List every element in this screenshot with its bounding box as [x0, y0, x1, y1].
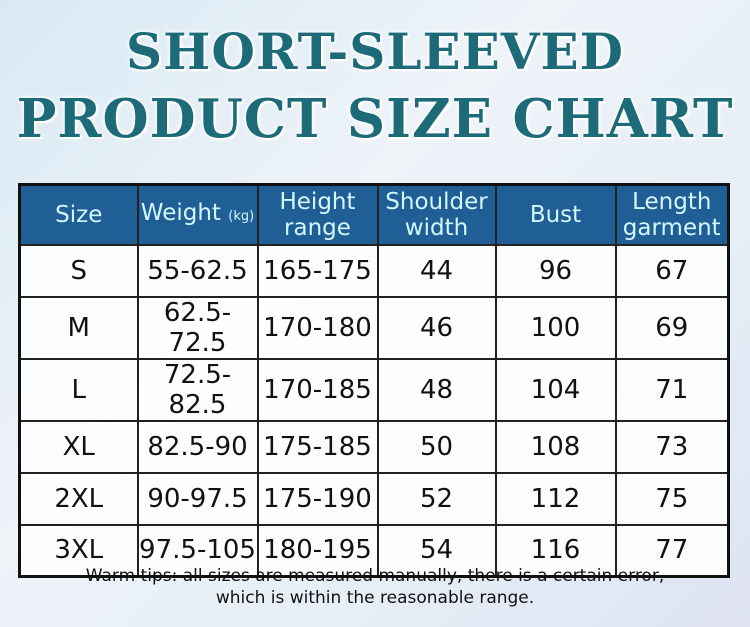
cell-bust: 96	[494, 243, 617, 298]
table-row: 2XL 90-97.5 175-190 52 112 75	[18, 471, 730, 526]
cell-height: 175-185	[256, 419, 379, 474]
cell-height: 165-175	[256, 243, 379, 298]
cell-size: XL	[18, 419, 139, 474]
header-shoulder: Shoulder width	[376, 183, 497, 246]
size-table: Size Weight (kg) Height range Shoulder w…	[18, 183, 730, 578]
header-weight-unit: (kg)	[228, 208, 255, 224]
header-bust: Bust	[494, 183, 617, 246]
table-row: 3XL 97.5-105 180-195 54 116 77	[18, 523, 730, 578]
cell-size: 3XL	[18, 523, 139, 578]
header-weight: Weight (kg)	[136, 183, 259, 246]
cell-size: L	[18, 357, 139, 422]
cell-bust: 100	[494, 295, 617, 360]
tips-line-1: Warm tips: all sizes are measured manual…	[85, 566, 665, 586]
cell-shoulder: 52	[376, 471, 497, 526]
cell-shoulder: 46	[376, 295, 497, 360]
cell-length: 69	[614, 295, 730, 360]
cell-bust: 104	[494, 357, 617, 422]
cell-weight: 55-62.5	[136, 243, 259, 298]
cell-shoulder: 50	[376, 419, 497, 474]
header-size: Size	[18, 183, 139, 246]
cell-size: S	[18, 243, 139, 298]
cell-length: 67	[614, 243, 730, 298]
cell-shoulder: 48	[376, 357, 497, 422]
cell-weight: 90-97.5	[136, 471, 259, 526]
cell-shoulder: 54	[376, 523, 497, 578]
cell-length: 75	[614, 471, 730, 526]
header-weight-label: Weight	[140, 199, 221, 226]
table-header-row: Size Weight (kg) Height range Shoulder w…	[18, 183, 730, 246]
cell-length: 77	[614, 523, 730, 578]
cell-weight: 72.5-82.5	[136, 357, 259, 422]
table-row: S 55-62.5 165-175 44 96 67	[18, 243, 730, 298]
table-row: L 72.5-82.5 170-185 48 104 71	[18, 357, 730, 422]
table-row: XL 82.5-90 175-185 50 108 73	[18, 419, 730, 474]
warm-tips: Warm tips: all sizes are measured manual…	[0, 565, 750, 609]
cell-height: 175-190	[256, 471, 379, 526]
tips-line-2: which is within the reasonable range.	[215, 588, 535, 608]
title-line-1: SHORT-SLEEVED	[125, 22, 624, 81]
header-height: Height range	[256, 183, 379, 246]
title-line-2: PRODUCT SIZE CHART	[16, 88, 734, 150]
cell-bust: 112	[494, 471, 617, 526]
cell-weight: 62.5-72.5	[136, 295, 259, 360]
cell-length: 71	[614, 357, 730, 422]
cell-height: 170-180	[256, 295, 379, 360]
cell-size: 2XL	[18, 471, 139, 526]
table-row: M 62.5-72.5 170-180 46 100 69	[18, 295, 730, 360]
cell-bust: 116	[494, 523, 617, 578]
cell-weight: 97.5-105	[136, 523, 259, 578]
cell-weight: 82.5-90	[136, 419, 259, 474]
cell-height: 170-185	[256, 357, 379, 422]
cell-length: 73	[614, 419, 730, 474]
cell-size: M	[18, 295, 139, 360]
cell-shoulder: 44	[376, 243, 497, 298]
cell-height: 180-195	[256, 523, 379, 578]
cell-bust: 108	[494, 419, 617, 474]
header-length: Length garment	[614, 183, 730, 246]
